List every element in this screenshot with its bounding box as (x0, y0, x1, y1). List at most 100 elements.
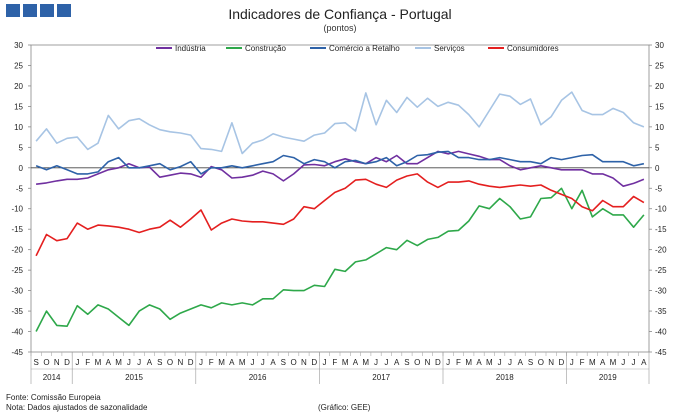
month-label: J (75, 358, 79, 367)
month-label: S (528, 358, 533, 367)
month-label: M (465, 358, 472, 367)
source-note: Fonte: Comissão Europeia (6, 393, 101, 402)
y-tick-label-left: 30 (14, 41, 23, 50)
y-tick-label-right: -35 (655, 307, 667, 316)
chart-credit: (Gráfico: GEE) (318, 403, 371, 412)
month-label: J (570, 358, 574, 367)
year-label: 2019 (599, 373, 617, 382)
month-label: D (64, 358, 70, 367)
month-label: N (54, 358, 60, 367)
year-label: 2017 (372, 373, 390, 382)
year-label: 2018 (496, 373, 514, 382)
adjustment-note: Nota: Dados ajustados de sazonalidade (6, 403, 148, 412)
month-label: M (589, 358, 596, 367)
month-label: A (106, 358, 112, 367)
y-tick-label-right: 5 (655, 143, 660, 152)
month-label: O (414, 358, 420, 367)
month-label: F (580, 358, 585, 367)
y-tick-label-right: 15 (655, 102, 664, 111)
y-tick-label-right: -40 (655, 328, 667, 337)
month-label: J (374, 358, 378, 367)
month-label: J (199, 358, 203, 367)
month-label: J (498, 358, 502, 367)
month-label: A (641, 358, 647, 367)
month-label: F (456, 358, 461, 367)
month-label: O (538, 358, 544, 367)
y-tick-label-right: 30 (655, 41, 664, 50)
month-label: J (508, 358, 512, 367)
y-tick-label-left: -35 (11, 307, 23, 316)
month-label: O (167, 358, 173, 367)
month-label: A (518, 358, 524, 367)
month-label: D (435, 358, 441, 367)
y-tick-label-left: -15 (11, 225, 23, 234)
series-line (35, 187, 645, 332)
y-tick-label-left: -10 (11, 205, 23, 214)
series-line (35, 91, 645, 155)
logo-square-3 (40, 4, 54, 17)
y-tick-label-right: -10 (655, 205, 667, 214)
y-tick-label-right: 0 (655, 164, 660, 173)
y-tick-label-left: -20 (11, 246, 23, 255)
y-tick-label-right: -15 (655, 225, 667, 234)
month-label: D (559, 358, 565, 367)
y-tick-label-left: -25 (11, 266, 23, 275)
month-label: S (33, 358, 38, 367)
y-tick-label-left: -40 (11, 328, 23, 337)
chart-title: Indicadores de Confiança - Portugal (228, 6, 452, 22)
month-label: N (177, 358, 183, 367)
logo-square-1 (6, 4, 20, 17)
month-label: D (188, 358, 194, 367)
y-tick-label-left: 25 (14, 61, 23, 70)
month-label: A (394, 358, 400, 367)
series-line (35, 150, 645, 175)
y-tick-label-left: 0 (19, 164, 24, 173)
month-label: A (147, 358, 153, 367)
y-tick-label-left: -30 (11, 287, 23, 296)
logo-square-2 (23, 4, 37, 17)
y-tick-label-left: 15 (14, 102, 23, 111)
series-line (35, 173, 645, 257)
month-label: M (342, 358, 349, 367)
month-label: J (250, 358, 254, 367)
month-label: J (127, 358, 131, 367)
month-label: F (85, 358, 90, 367)
legend-label: Construção (245, 44, 286, 53)
legend-label: Indústria (175, 44, 206, 53)
y-tick-label-left: 20 (14, 82, 23, 91)
year-label: 2016 (249, 373, 267, 382)
month-label: J (137, 358, 141, 367)
month-label: F (332, 358, 337, 367)
month-label: M (239, 358, 246, 367)
y-tick-label-right: 25 (655, 61, 664, 70)
series-line (36, 150, 645, 187)
month-label: A (353, 358, 359, 367)
month-label: J (323, 358, 327, 367)
month-label: O (291, 358, 297, 367)
month-label: J (446, 358, 450, 367)
y-tick-label-right: -45 (655, 348, 667, 357)
month-label: F (209, 358, 214, 367)
month-label: M (115, 358, 122, 367)
y-tick-label-left: 5 (19, 143, 24, 152)
month-label: M (362, 358, 369, 367)
month-label: O (43, 358, 49, 367)
month-label: J (261, 358, 265, 367)
month-label: M (486, 358, 493, 367)
y-tick-label-right: -20 (655, 246, 667, 255)
legend-label: Consumidores (507, 44, 559, 53)
y-tick-label-right: 20 (655, 82, 664, 91)
month-label: A (600, 358, 606, 367)
y-tick-label-left: -5 (16, 184, 24, 193)
plot-frame (30, 44, 650, 353)
month-label: J (621, 358, 625, 367)
month-label: S (281, 358, 286, 367)
month-label: J (632, 358, 636, 367)
y-tick-label-right: -5 (655, 184, 663, 193)
chart-subtitle: (pontos) (323, 23, 357, 33)
month-label: A (229, 358, 235, 367)
year-label: 2014 (43, 373, 61, 382)
month-label: M (95, 358, 102, 367)
month-label: M (218, 358, 225, 367)
